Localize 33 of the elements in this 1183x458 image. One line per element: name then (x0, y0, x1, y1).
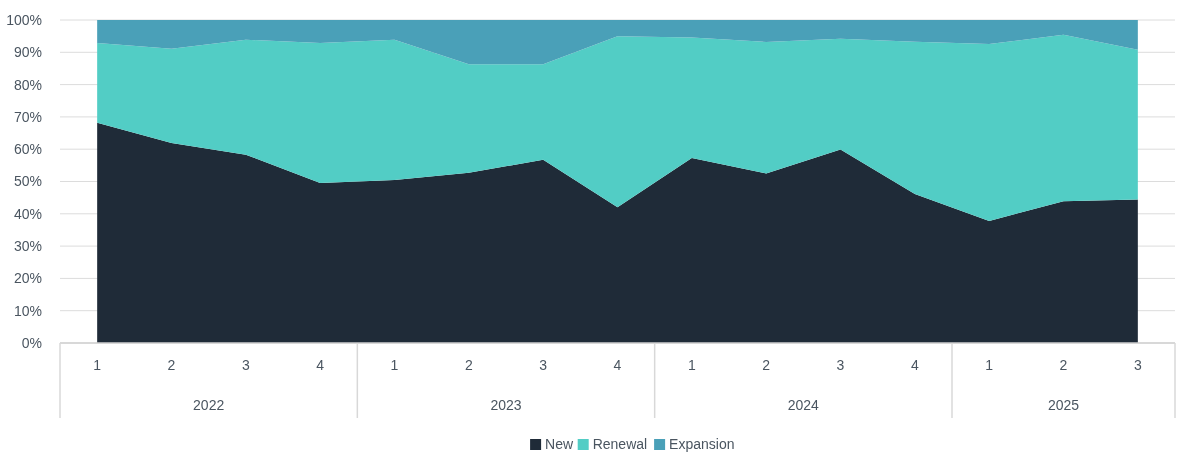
x-tick-label: 4 (613, 357, 622, 373)
y-tick-label: 50% (13, 173, 42, 190)
x-tick-label: 1 (985, 357, 994, 373)
x-tick-label: 2 (762, 357, 771, 373)
x-tick-label: 2 (1059, 357, 1068, 373)
x-tick-label: 2 (464, 357, 473, 373)
x-tick-label: 4 (910, 357, 919, 373)
y-tick-label: 30% (13, 238, 42, 254)
y-tick-label: 90% (13, 44, 42, 61)
x-tick-label: 1 (687, 357, 696, 373)
y-tick-label: 80% (13, 76, 42, 93)
y-tick-label: 10% (13, 302, 42, 319)
text: 2022 (193, 397, 225, 413)
text: 2025 (1047, 397, 1080, 413)
x-tick-label: 3 (836, 357, 845, 373)
y-tick-label: 100% (6, 11, 42, 28)
x-tick-label: 3 (539, 357, 548, 373)
legend-label: Expansion (669, 436, 735, 452)
legend-label: Renewal (592, 436, 648, 452)
y-tick-label: 70% (13, 108, 42, 125)
x-tick-label: 4 (316, 357, 325, 373)
x-tick-label: 3 (1133, 357, 1142, 373)
y-tick-label: 0% (21, 334, 42, 351)
x-tick-label: 3 (241, 357, 250, 373)
x-tick-label: 1 (390, 357, 399, 373)
x-tick-label: 2 (167, 357, 176, 373)
text: 2023 (490, 397, 522, 413)
x-tick-label: 1 (93, 357, 102, 373)
text: 2024 (787, 397, 820, 413)
y-tick-label: 20% (13, 270, 42, 287)
y-tick-label: 40% (13, 205, 42, 222)
y-tick-label: 60% (13, 141, 42, 158)
legend-label: New (545, 436, 574, 452)
